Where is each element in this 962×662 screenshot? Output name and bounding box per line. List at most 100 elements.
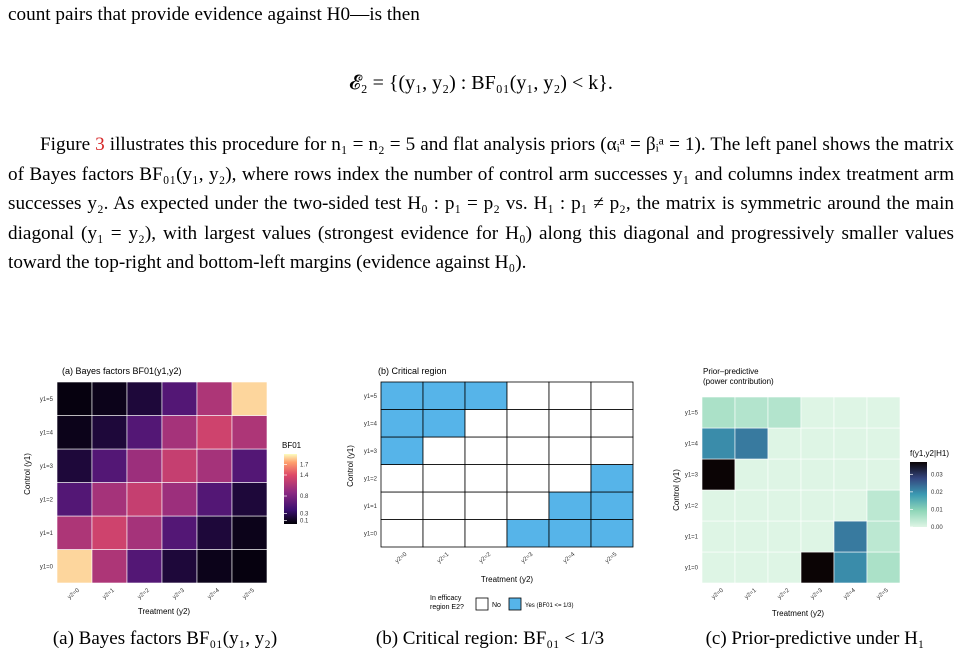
panel-a-ytick: y1=0 <box>40 564 54 570</box>
panel-b-ylabel: Control (y1) <box>346 445 355 487</box>
panel-a-cell <box>161 381 198 416</box>
panel-c-cell <box>701 427 736 460</box>
panel-b-cell <box>506 491 550 520</box>
panel-c-cell <box>701 458 736 491</box>
panel-b-cell <box>590 436 634 465</box>
panel-a-cell <box>91 515 128 550</box>
panel-a-cell <box>161 549 198 584</box>
panel-a-cell <box>231 448 268 483</box>
panel-c-cell <box>734 489 769 522</box>
panel-c-xtick: y2=2 <box>777 587 791 600</box>
panel-b-cell <box>464 519 508 548</box>
panel-c-xtick: y2=1 <box>744 587 758 600</box>
figure-3: (a) Bayes factors BF01(y1,y2) y1=0 y1=1 y1… <box>23 366 949 618</box>
panel-a-cell <box>161 448 198 483</box>
panel-c-cell <box>800 427 835 460</box>
panel-a-cell <box>91 448 128 483</box>
panel-b-ytick: y1=5 <box>364 394 378 400</box>
panel-b-ytick: y1=1 <box>364 504 378 510</box>
panel-c-title-1: Prior–predictive <box>703 367 759 376</box>
panel-a-cell <box>56 381 93 416</box>
panel-b-cell <box>590 409 634 438</box>
panel-a-cell <box>196 515 233 550</box>
panel-a-xtick: y2=4 <box>207 587 221 600</box>
panel-c-ytick: y1=0 <box>685 566 699 572</box>
panel-c-colorbar <box>910 462 927 527</box>
panel-b-legend-yes: Yes (BF01 <= 1/3) <box>525 603 573 609</box>
equation: 𝓔₂ = {(y₁, y₂) : BF₀₁(y₁, y₂) < k}. <box>349 72 613 94</box>
panel-b-ytick: y1=0 <box>364 531 378 537</box>
panel-b-cell <box>464 409 508 438</box>
panel-b-legend-title-1: In efficacy <box>430 595 462 602</box>
panel-a-legend-tick: 0.3 <box>300 512 309 518</box>
panel-a-cell <box>56 515 93 550</box>
panel-a: (a) Bayes factors BF01(y1,y2) y1=0 y1=1 y1… <box>23 366 309 616</box>
panel-b-cell <box>422 409 466 438</box>
panel-b-legend-no: No <box>492 602 501 609</box>
panel-c-cell <box>701 396 736 429</box>
panel-c-cell <box>800 551 835 584</box>
panel-c-cell <box>701 489 736 522</box>
panel-b-cell <box>590 464 634 493</box>
panel-a-cell <box>91 381 128 416</box>
panel-b-cell <box>506 381 550 410</box>
panel-b-cell <box>506 519 550 548</box>
panel-b-xtick: y2=2 <box>478 551 492 564</box>
panel-a-legend-ticks: 1.7 1.4 0.8 0.30.1 <box>284 463 309 525</box>
panel-a-legend-tick: 0.1 <box>300 519 309 525</box>
panel-a-cell <box>56 448 93 483</box>
panel-b-cell <box>422 436 466 465</box>
panel-b-cell <box>548 491 592 520</box>
panel-b-cell <box>590 491 634 520</box>
panel-a-cell <box>91 482 128 517</box>
panel-a-cell <box>56 549 93 584</box>
panel-b-cell <box>464 381 508 410</box>
panel-c-cell <box>833 427 868 460</box>
panel-a-colorbar <box>284 454 297 524</box>
panel-a-xtick: y2=5 <box>242 587 256 600</box>
panel-b-legend-yes-swatch <box>508 597 522 611</box>
panel-b-cell <box>422 491 466 520</box>
caption-a: (a) Bayes factors BF₀₁(y₁, y₂) <box>52 628 278 649</box>
panel-c-ytick: y1=3 <box>685 473 699 479</box>
panel-c-ytick: y1=4 <box>685 442 699 448</box>
panel-a-cell <box>126 482 163 517</box>
panel-a-cell <box>196 448 233 483</box>
panel-c-legend-ticks: 0.03 0.02 0.01 0.00 <box>910 472 943 531</box>
panel-b-cell <box>548 519 592 548</box>
panel-c-xtick: y2=5 <box>876 587 890 600</box>
panel-a-cell <box>231 515 268 550</box>
panel-a-legend-tick: 1.7 <box>300 463 309 469</box>
panel-c-cell <box>734 396 769 429</box>
panel-b-xtick: y2=4 <box>562 551 576 564</box>
sentence-1b: illustrates this procedure for n₁ = n₂ =… <box>109 134 706 155</box>
panel-b-cell <box>548 464 592 493</box>
figure-ref-link[interactable]: 3 <box>95 134 105 155</box>
panel-b-cell <box>464 491 508 520</box>
panel-a-cell <box>126 515 163 550</box>
panel-c-cell <box>833 458 868 491</box>
panel-c-cell <box>767 427 802 460</box>
panel-b-ytick: y1=2 <box>364 476 378 482</box>
panel-b-legend-no-swatch <box>475 597 489 611</box>
panel-a-cell <box>91 415 128 450</box>
panel-b: (b) Critical region y1=0 y1=1 y1=2 y1=3 y1=4… <box>346 366 634 611</box>
panel-b-xtick: y2=3 <box>520 551 534 564</box>
panel-c-cell <box>767 458 802 491</box>
panel-c-cell <box>701 551 736 584</box>
panel-a-cell <box>231 381 268 416</box>
panel-c-cell <box>767 520 802 553</box>
panel-a-cell <box>231 482 268 517</box>
panel-b-cell <box>464 436 508 465</box>
panel-c-cell <box>734 427 769 460</box>
panel-a-cell <box>196 482 233 517</box>
panel-b-legend-title-2: region E2? <box>430 604 464 611</box>
panel-c-ylabel: Control (y1) <box>672 469 681 511</box>
panel-a-cell <box>126 549 163 584</box>
panel-b-cell <box>380 491 424 520</box>
panel-c-xtick: y2=0 <box>711 587 725 600</box>
panel-b-cell <box>380 381 424 410</box>
panel-b-cell <box>590 381 634 410</box>
panel-b-cell <box>464 464 508 493</box>
panel-c-cell <box>866 458 901 491</box>
